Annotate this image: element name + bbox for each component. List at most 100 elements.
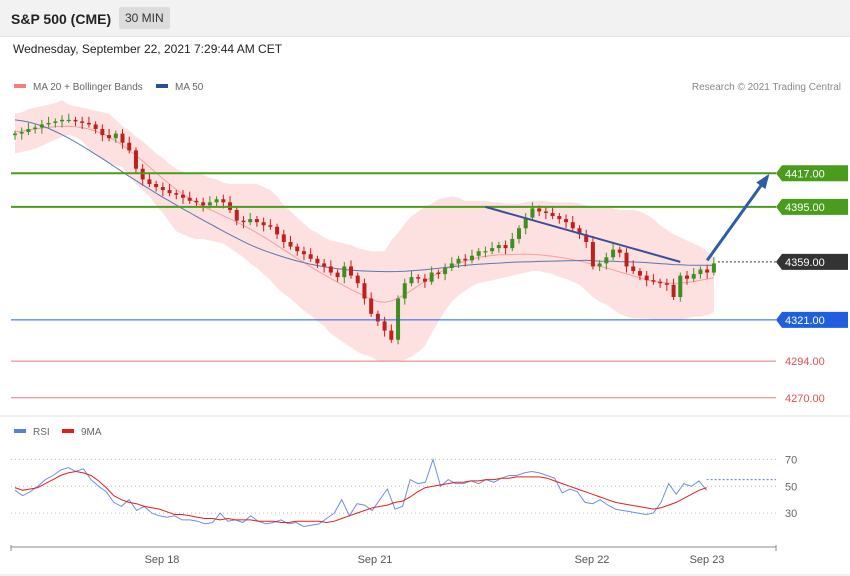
rsi-legend-label-1: 9MA	[81, 427, 102, 438]
candle-body	[127, 142, 132, 151]
candle-body	[550, 213, 555, 217]
candle-body	[214, 199, 219, 203]
rsi-ma-line	[14, 470, 707, 524]
candle-body	[375, 313, 380, 322]
candle-body	[187, 197, 192, 201]
candle-body	[80, 121, 85, 123]
candle-body	[644, 275, 649, 281]
rsi-legend-swatch-1	[62, 429, 74, 433]
candle-body	[436, 272, 441, 275]
instrument-title: S&P 500 (CME)	[11, 11, 112, 27]
candle-body	[201, 202, 206, 206]
candle-body	[409, 277, 414, 284]
candle-body	[53, 121, 58, 123]
candle-body	[174, 193, 179, 195]
candle-body	[570, 222, 575, 229]
rsi-legend-label-0: RSI	[33, 427, 50, 438]
candle-body	[133, 150, 138, 169]
candle-body	[268, 225, 273, 227]
candle-body	[463, 258, 468, 261]
candle-body	[597, 263, 602, 267]
candle-body	[19, 132, 24, 134]
candle-body	[308, 254, 313, 259]
current-price-tag	[776, 253, 848, 270]
candle-body	[503, 245, 508, 249]
candle-body	[577, 228, 582, 235]
candle-body	[248, 219, 253, 223]
candle-body	[564, 219, 569, 223]
ma50-line	[14, 119, 714, 273]
candle-body	[181, 194, 185, 198]
candle-body	[147, 179, 152, 184]
candle-body	[261, 222, 266, 226]
candle-body	[664, 283, 669, 285]
candle-body	[335, 272, 340, 278]
candle-body	[416, 277, 421, 279]
x-tick-label: Sep 18	[145, 554, 180, 566]
candle-body	[275, 226, 280, 235]
candle-body	[496, 245, 501, 249]
candle-body	[254, 219, 259, 223]
candle-body	[510, 238, 515, 249]
candle-body	[651, 280, 656, 282]
candle-body	[469, 255, 474, 261]
candle-body	[711, 263, 716, 273]
candle-body	[93, 124, 98, 130]
candle-body	[658, 281, 663, 284]
level-label-4: 4270.00	[785, 393, 825, 405]
candle-body	[369, 298, 374, 314]
rsi-tick-30: 30	[785, 508, 797, 520]
level-label-3: 4294.00	[785, 356, 825, 368]
candle-body	[73, 119, 78, 122]
candle-body	[113, 133, 118, 139]
candle-body	[60, 119, 65, 122]
candle-body	[100, 129, 105, 136]
candle-body	[476, 251, 481, 256]
candle-body	[530, 208, 535, 218]
interval-badge[interactable]: 30 MIN	[119, 7, 170, 29]
legend-label-1: MA 50	[175, 82, 204, 93]
candle-body	[328, 266, 333, 273]
candle-body	[107, 135, 112, 139]
candle-body	[342, 266, 347, 278]
candle-body	[33, 127, 38, 130]
candle-body	[39, 124, 44, 128]
level-tag-0	[776, 165, 848, 182]
candle-body	[611, 249, 616, 258]
candle-body	[604, 257, 609, 264]
candle-body	[46, 122, 51, 125]
candle-body	[590, 242, 595, 267]
candle-body	[637, 271, 642, 276]
candle-body	[429, 272, 434, 282]
candle-body	[120, 133, 125, 143]
current-price-label: 4359.00	[785, 257, 825, 269]
candle-body	[456, 258, 461, 264]
candle-body	[490, 248, 495, 252]
candle-body	[362, 283, 367, 299]
candle-body	[234, 209, 239, 221]
candle-body	[66, 119, 71, 122]
candle-body	[301, 251, 306, 255]
rsi-tick-50: 50	[785, 481, 797, 493]
candle-body	[671, 284, 676, 297]
candle-body	[315, 258, 320, 264]
candle-body	[449, 263, 454, 268]
candle-body	[349, 266, 353, 276]
level-tag-1	[776, 198, 848, 215]
candle-body	[221, 199, 226, 203]
projection-arrow-head	[756, 173, 770, 190]
chart-datetime: Wednesday, September 22, 2021 7:29:44 AM…	[13, 42, 283, 56]
candle-body	[631, 266, 636, 272]
candle-body	[160, 187, 165, 191]
candle-body	[13, 133, 17, 136]
projection-arrow-shaft	[705, 175, 769, 262]
candle-body	[295, 246, 300, 252]
candle-body	[517, 228, 521, 239]
candle-body	[167, 190, 172, 194]
candle-body	[207, 202, 212, 206]
x-tick-label: Sep 22	[575, 554, 610, 566]
level-label-1: 4395.00	[785, 202, 825, 214]
candle-body	[154, 183, 159, 188]
candle-body	[382, 321, 387, 331]
candle-body	[422, 278, 427, 282]
